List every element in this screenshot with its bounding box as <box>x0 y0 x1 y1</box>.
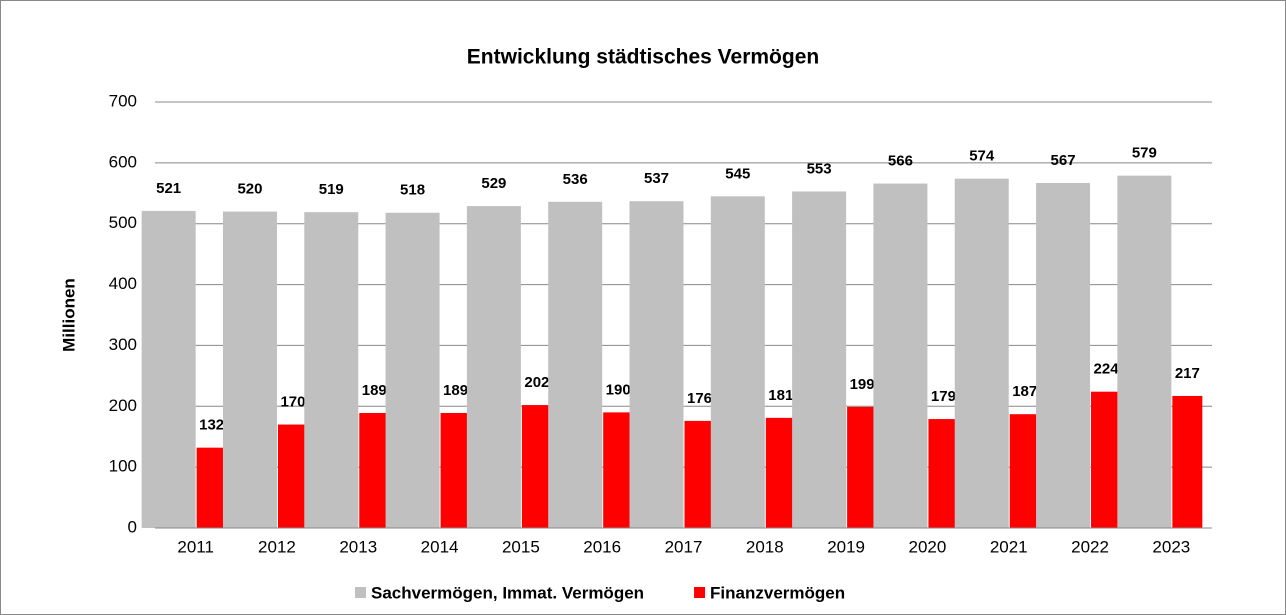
x-tick-label: 2013 <box>339 537 377 556</box>
bar <box>141 210 196 529</box>
data-label: 176 <box>687 390 712 407</box>
bar <box>847 406 878 528</box>
bar <box>1091 391 1122 528</box>
x-tick-label: 2019 <box>827 537 865 556</box>
bar <box>765 417 796 528</box>
bar <box>684 420 715 528</box>
x-tick-label: 2016 <box>583 537 621 556</box>
y-tick-label: 600 <box>109 152 137 171</box>
data-label: 579 <box>1132 145 1157 162</box>
bar <box>385 212 440 528</box>
data-label: 189 <box>362 382 387 399</box>
data-label: 566 <box>888 153 913 170</box>
data-label: 187 <box>1012 383 1037 400</box>
data-label: 567 <box>1051 152 1076 169</box>
y-tick-label: 100 <box>109 457 137 476</box>
data-label: 199 <box>850 376 875 393</box>
data-label: 181 <box>768 387 793 404</box>
x-tick-label: 2012 <box>258 537 296 556</box>
bar <box>521 405 552 528</box>
data-label: 189 <box>443 382 468 399</box>
chart-title: Entwicklung städtisches Vermögen <box>467 46 819 69</box>
x-tick-label: 2021 <box>990 537 1028 556</box>
bar <box>548 201 603 528</box>
x-tick-label: 2011 <box>177 537 214 556</box>
bar <box>277 424 308 528</box>
x-tick-label: 2023 <box>1152 537 1190 556</box>
data-label: 224 <box>1094 361 1120 378</box>
data-label: 190 <box>606 381 631 398</box>
y-tick-label: 500 <box>109 213 137 232</box>
y-tick-label: 400 <box>109 274 137 293</box>
x-tick-label: 2014 <box>421 537 459 556</box>
bar <box>1009 414 1040 528</box>
bar <box>1117 175 1172 528</box>
bar <box>304 212 359 528</box>
data-label: 179 <box>931 388 956 405</box>
bar <box>928 419 959 528</box>
legend-swatch <box>355 587 366 598</box>
y-tick-label: 200 <box>109 396 137 415</box>
bar <box>440 412 471 528</box>
y-tick-label: 0 <box>128 517 137 536</box>
bar <box>1172 395 1203 528</box>
bar <box>196 447 227 528</box>
data-label: 574 <box>969 148 995 165</box>
data-label: 518 <box>400 182 425 199</box>
data-label: 537 <box>644 170 669 187</box>
data-label: 521 <box>156 180 181 197</box>
legend-swatch <box>694 587 706 598</box>
bar <box>603 412 634 528</box>
legend-label: Sachvermögen, Immat. Vermögen <box>371 583 644 602</box>
bar <box>792 191 847 528</box>
bar <box>222 211 277 529</box>
data-label: 520 <box>237 181 262 198</box>
data-label: 553 <box>807 160 832 177</box>
data-label: 202 <box>524 374 549 391</box>
bar <box>466 206 521 528</box>
data-label: 536 <box>563 171 588 188</box>
x-tick-label: 2017 <box>665 537 703 556</box>
y-axis-title: Millionen <box>59 278 78 352</box>
data-label: 529 <box>481 175 506 192</box>
data-label: 170 <box>280 394 305 411</box>
x-tick-label: 2015 <box>502 537 540 556</box>
bar <box>629 201 684 528</box>
data-label: 519 <box>319 181 344 198</box>
bar <box>359 412 390 528</box>
x-tick-label: 2022 <box>1071 537 1109 556</box>
legend-label: Finanzvermögen <box>710 583 845 602</box>
bar <box>1036 182 1091 528</box>
bar <box>873 183 928 528</box>
x-tick-label: 2018 <box>746 537 784 556</box>
data-label: 132 <box>199 417 224 434</box>
bar <box>710 196 765 529</box>
bar <box>954 178 1009 528</box>
data-label: 217 <box>1175 365 1200 382</box>
y-tick-label: 300 <box>109 335 137 354</box>
data-label: 545 <box>725 165 750 182</box>
y-tick-label: 700 <box>109 91 137 110</box>
x-tick-label: 2020 <box>909 537 947 556</box>
